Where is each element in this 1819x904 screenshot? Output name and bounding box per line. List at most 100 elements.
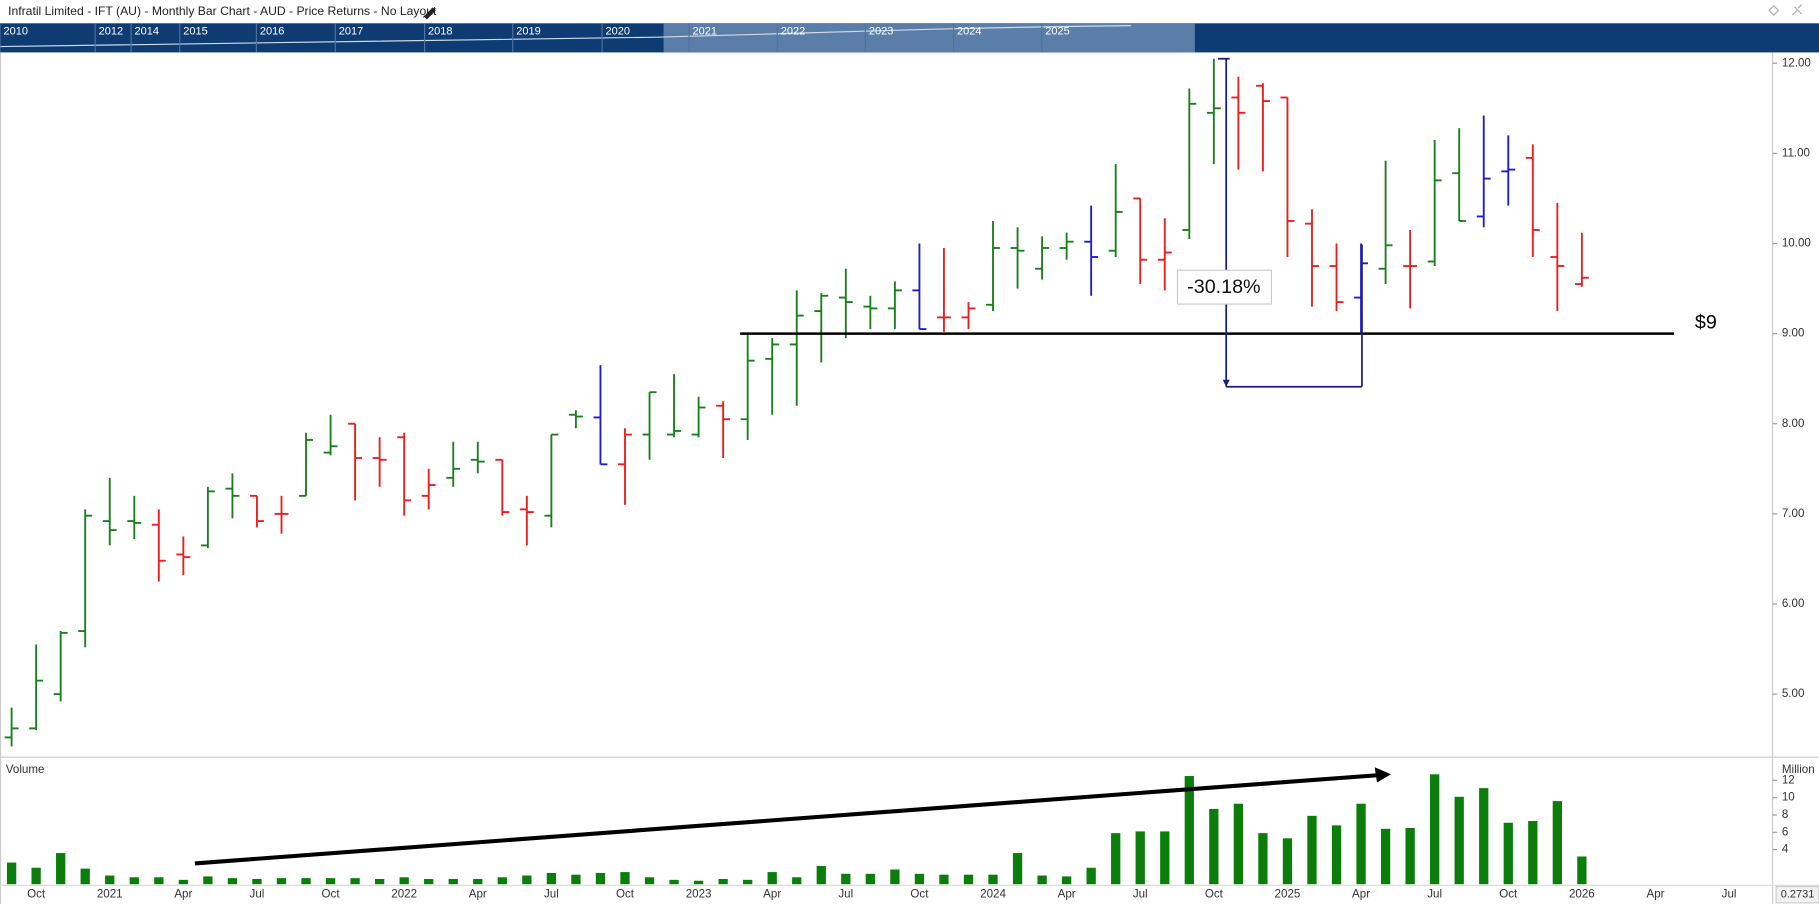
- volume-bar: [522, 875, 532, 885]
- x-tick-label: Oct: [322, 888, 341, 901]
- navigator-label: 2018: [428, 25, 452, 37]
- navigator-label: 2025: [1045, 25, 1069, 37]
- volume-tick-label: 12: [1782, 773, 1795, 786]
- volume-bar: [792, 877, 802, 885]
- volume-bar: [227, 878, 238, 885]
- volume-bar: [1503, 822, 1513, 885]
- y-tick-label: 9.00: [1782, 327, 1805, 340]
- volume-bar: [963, 874, 974, 885]
- volume-bar: [546, 872, 557, 885]
- volume-bar: [325, 878, 336, 885]
- navigator-label: 2015: [183, 25, 207, 37]
- navigator-label: 2021: [693, 25, 717, 37]
- navigator-label: 2024: [957, 25, 981, 37]
- volume-bar: [890, 869, 900, 885]
- y-tick-label: 5.00: [1782, 687, 1805, 700]
- x-tick-label: 2025: [1275, 888, 1301, 901]
- volume-tick-label: 10: [1782, 791, 1795, 804]
- volume-bar: [865, 873, 875, 885]
- volume-bar: [767, 872, 777, 885]
- x-tick-label: Apr: [1646, 888, 1664, 901]
- volume-bar: [1209, 808, 1219, 885]
- navigator-label: 2012: [99, 25, 123, 37]
- x-tick-label: Apr: [469, 888, 487, 901]
- volume-bar: [841, 873, 851, 885]
- x-tick-label: Oct: [1499, 888, 1518, 901]
- volume-bar: [1552, 801, 1562, 885]
- volume-bar: [644, 877, 655, 885]
- x-tick-label: 2023: [686, 888, 712, 901]
- volume-tick-label: 4: [1782, 843, 1789, 856]
- volume-bar: [56, 853, 66, 885]
- x-tick-label: Oct: [910, 888, 929, 901]
- volume-unit: Million: [1782, 763, 1815, 776]
- volume-tick-label: 8: [1782, 808, 1788, 821]
- volume-trend: [194, 772, 1381, 866]
- navigator[interactable]: 2010 2012 2014 2015 2016 2017 2018 2019 2020 2021…: [0, 23, 1819, 53]
- y-tick-label: 7.00: [1782, 507, 1805, 520]
- volume-bar: [1086, 867, 1096, 885]
- volume-title: Volume: [6, 763, 45, 776]
- volume-bar: [1258, 833, 1268, 885]
- volume-bar: [424, 879, 434, 885]
- draw-icon[interactable]: [1768, 5, 1780, 16]
- volume-bar: [301, 878, 311, 885]
- volume-bar: [693, 880, 704, 885]
- volume-bar: [1356, 803, 1366, 885]
- navigator-label: 2017: [339, 25, 363, 37]
- volume-bar: [571, 874, 581, 885]
- volume-bar: [1380, 828, 1391, 885]
- volume-bar: [1528, 821, 1538, 885]
- volume-bar: [1233, 803, 1244, 885]
- x-tick-label: Apr: [1058, 888, 1076, 901]
- volume-bar: [399, 877, 409, 885]
- x-tick-label: Apr: [174, 888, 192, 901]
- edit-icon[interactable]: [423, 7, 436, 20]
- x-tick-label: Apr: [763, 888, 781, 901]
- volume-bar: [1160, 831, 1170, 885]
- volume-bar: [473, 879, 483, 885]
- volume-tick-label: 6: [1782, 825, 1788, 838]
- volume-bar: [203, 876, 213, 885]
- navigator-label: 2020: [606, 25, 630, 37]
- x-tick-label: Jul: [250, 888, 265, 901]
- volume-bar: [350, 878, 360, 885]
- navigator-label: 2014: [135, 25, 159, 37]
- volume-bar: [1111, 833, 1121, 885]
- navigator-label: 2019: [516, 25, 540, 37]
- volume-bar: [718, 879, 728, 885]
- pin-icon[interactable]: [1791, 4, 1803, 16]
- volume-bar: [105, 875, 115, 885]
- y-tick-label: 11.00: [1782, 146, 1810, 159]
- volume-bar: [276, 878, 287, 885]
- measure-label: -30.18%: [1187, 276, 1260, 298]
- x-tick-label: 2021: [97, 888, 123, 901]
- y-tick-label: 6.00: [1782, 597, 1805, 610]
- volume-bar: [1037, 875, 1047, 885]
- volume-bar: [1307, 815, 1317, 885]
- volume-bar: [252, 879, 262, 885]
- x-tick-label: Jul: [1427, 888, 1442, 901]
- x-tick-label: Apr: [1352, 888, 1370, 901]
- navigator-window[interactable]: [663, 23, 1195, 53]
- x-tick-label: Jul: [544, 888, 559, 901]
- volume-bar: [1061, 876, 1072, 885]
- volume-bar: [1331, 825, 1342, 885]
- navigator-label: 2016: [260, 25, 284, 37]
- volume-bar: [669, 879, 679, 885]
- navigator-label: 2023: [869, 25, 893, 37]
- volume-trend-head: [1374, 767, 1391, 783]
- volume-bar: [1577, 856, 1587, 885]
- volume-bar: [154, 877, 164, 885]
- volume-bar: [914, 873, 925, 885]
- x-tick-label: 2026: [1569, 888, 1595, 901]
- volume-bar: [743, 879, 753, 885]
- x-tick-label: Jul: [1722, 888, 1737, 901]
- volume-bar: [939, 874, 949, 885]
- volume-bar: [129, 877, 139, 885]
- volume-bar: [6, 862, 17, 885]
- x-tick-label: Oct: [616, 888, 635, 901]
- y-tick-label: 8.00: [1782, 417, 1805, 430]
